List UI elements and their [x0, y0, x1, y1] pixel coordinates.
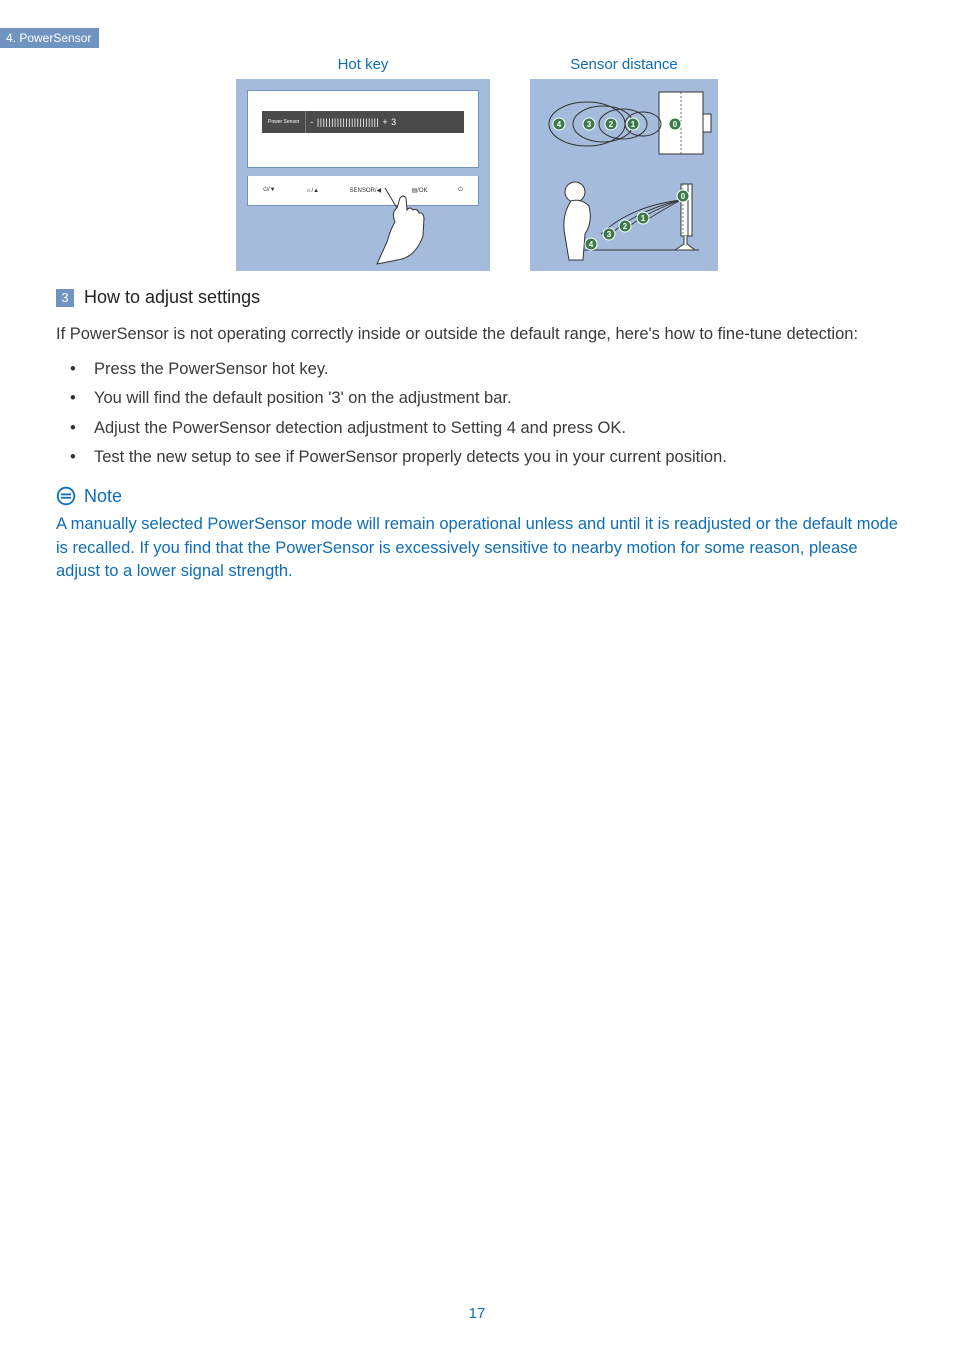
- btn-1: ⏻/▼: [263, 187, 275, 194]
- note-icon: [56, 486, 76, 506]
- badge-b4: 4: [589, 240, 594, 249]
- sensor-bottom-diagram: 0 1 2 3 4: [531, 170, 719, 272]
- section-title: How to adjust settings: [84, 285, 260, 311]
- badge-b2: 2: [623, 222, 628, 231]
- badge-0: 0: [673, 120, 678, 129]
- sensor-top-diagram: 0 1 2 3 4: [531, 80, 719, 170]
- hand-icon: [357, 188, 457, 268]
- section-heading: 3 How to adjust settings: [56, 285, 898, 311]
- badge-b0: 0: [681, 192, 686, 201]
- figure-hotkey: Hot key Power Sensor - |||||||||||||||||…: [236, 56, 490, 271]
- note-text: A manually selected PowerSensor mode wil…: [56, 513, 898, 583]
- list-item: Press the PowerSensor hot key.: [70, 358, 898, 381]
- content-area: 3 How to adjust settings If PowerSensor …: [0, 271, 954, 583]
- figure-sensor-title: Sensor distance: [570, 56, 678, 73]
- osd-ticks: - |||||||||||||||||||||| + 3: [306, 117, 464, 127]
- list-item: You will find the default position '3' o…: [70, 387, 898, 410]
- btn-5: ⏻: [458, 187, 463, 194]
- list-item: Test the new setup to see if PowerSensor…: [70, 446, 898, 469]
- osd-bar: Power Sensor - |||||||||||||||||||||| + …: [262, 111, 464, 133]
- intro-paragraph: If PowerSensor is not operating correctl…: [56, 323, 898, 346]
- list-item: Adjust the PowerSensor detection adjustm…: [70, 417, 898, 440]
- page-number: 17: [0, 1305, 954, 1322]
- badge-1: 1: [631, 120, 636, 129]
- figures-row: Hot key Power Sensor - |||||||||||||||||…: [0, 56, 954, 271]
- note-label: Note: [84, 484, 122, 510]
- figure-hotkey-title: Hot key: [338, 56, 389, 73]
- badge-b1: 1: [641, 214, 646, 223]
- monitor-screen: Power Sensor - |||||||||||||||||||||| + …: [247, 90, 479, 168]
- figure-hotkey-box: Power Sensor - |||||||||||||||||||||| + …: [236, 79, 490, 271]
- badge-b3: 3: [607, 230, 612, 239]
- badge-3: 3: [587, 120, 592, 129]
- figure-sensor-box: 0 1 2 3 4: [530, 79, 718, 271]
- bullet-list: Press the PowerSensor hot key. You will …: [70, 358, 898, 470]
- btn-2: ☼/▲: [306, 188, 319, 194]
- note-heading: Note: [56, 484, 898, 510]
- badge-2: 2: [609, 120, 614, 129]
- figure-sensor: Sensor distance 0 1 2 3 4: [530, 56, 718, 271]
- section-header-tab: 4. PowerSensor: [0, 28, 99, 48]
- section-number-badge: 3: [56, 289, 74, 307]
- osd-label: Power Sensor: [262, 111, 306, 133]
- badge-4: 4: [557, 120, 562, 129]
